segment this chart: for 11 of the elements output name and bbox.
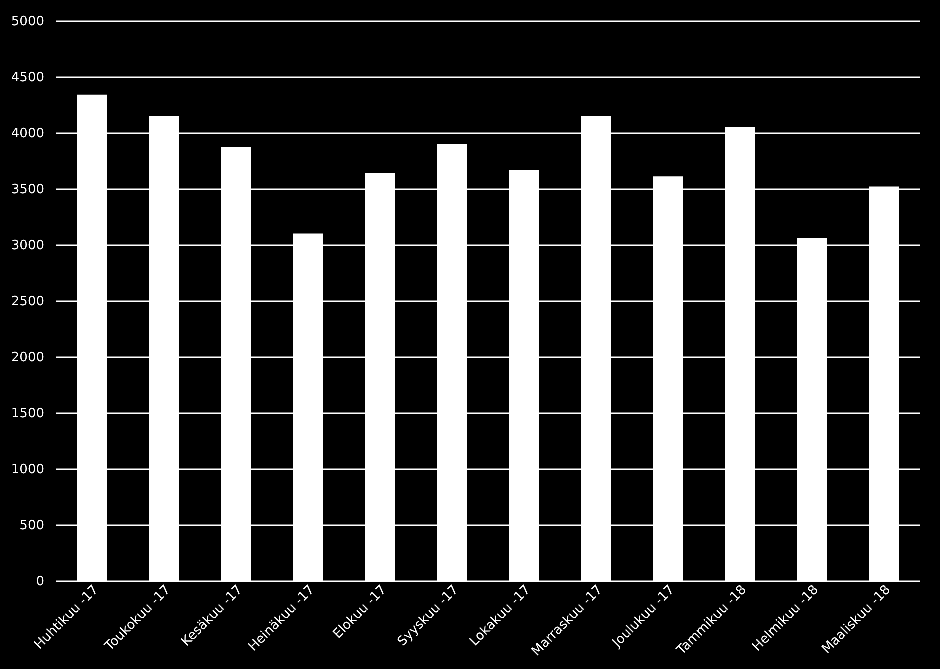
y-tick-label: 2000 (11, 350, 44, 366)
y-tick-label: 4000 (11, 126, 44, 142)
y-tick-label: 5000 (11, 14, 44, 30)
y-tick-label: 3500 (11, 182, 44, 198)
y-tick-label: 1000 (11, 462, 44, 478)
y-tick-label: 1500 (11, 406, 44, 422)
y-tick-label: 500 (20, 518, 44, 534)
y-tick-label: 4500 (11, 70, 44, 86)
y-tick-label: 2500 (11, 294, 44, 310)
y-tick-label: 0 (36, 574, 44, 590)
y-tick-label: 3000 (11, 238, 44, 254)
